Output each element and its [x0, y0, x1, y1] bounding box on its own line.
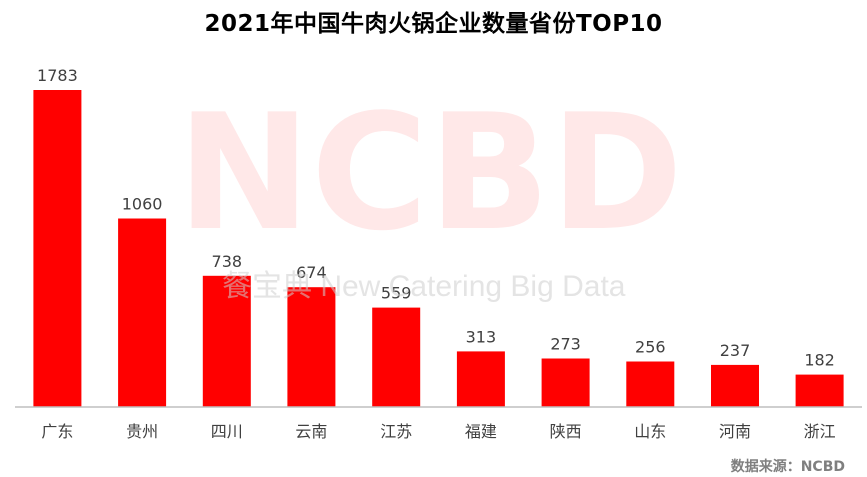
bar-7 — [626, 361, 675, 407]
value-label-2: 738 — [212, 252, 243, 271]
bar-0 — [33, 90, 82, 407]
bar-6 — [541, 358, 590, 407]
category-label-4: 江苏 — [380, 422, 412, 441]
watermark-logo-text: NCBD — [177, 79, 683, 266]
bar-5 — [456, 351, 505, 407]
category-label-5: 福建 — [465, 422, 497, 441]
chart-title: 2021年中国牛肉火锅企业数量省份TOP10 — [204, 11, 663, 37]
value-label-4: 559 — [381, 284, 412, 303]
bar-9 — [795, 374, 844, 407]
ncbd-watermark-logo: NCBD — [177, 79, 683, 266]
category-label-8: 河南 — [719, 422, 751, 441]
value-label-8: 237 — [720, 341, 751, 360]
category-label-0: 广东 — [41, 422, 73, 441]
bar-1 — [118, 218, 167, 407]
value-label-7: 256 — [635, 338, 666, 357]
bar-3 — [287, 287, 336, 407]
value-label-9: 182 — [804, 351, 835, 370]
source-note: 数据来源：NCBD — [730, 459, 845, 475]
bar-4 — [372, 307, 421, 407]
watermark-subtitle: 餐宝典 New Catering Big Data — [222, 270, 626, 303]
category-label-2: 四川 — [211, 422, 243, 441]
value-label-1: 1060 — [122, 195, 163, 214]
bar-2 — [202, 275, 251, 407]
value-label-6: 273 — [550, 335, 581, 354]
category-label-7: 山东 — [634, 422, 666, 441]
category-label-3: 云南 — [295, 422, 327, 441]
value-label-3: 674 — [296, 263, 327, 282]
category-label-1: 贵州 — [126, 422, 158, 441]
category-label-9: 浙江 — [804, 422, 836, 441]
value-label-5: 313 — [466, 327, 497, 346]
value-label-0: 1783 — [37, 66, 78, 85]
category-label-6: 陕西 — [550, 422, 582, 441]
bar-8 — [711, 364, 759, 407]
